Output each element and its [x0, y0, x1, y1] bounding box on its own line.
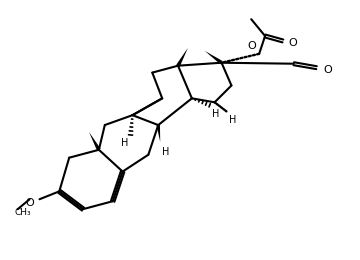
Text: O: O — [323, 65, 332, 75]
Polygon shape — [157, 125, 160, 142]
Text: H: H — [229, 115, 237, 125]
Text: H: H — [212, 109, 219, 119]
Text: H: H — [162, 147, 170, 157]
Polygon shape — [89, 132, 100, 151]
Polygon shape — [205, 51, 223, 64]
Text: O: O — [25, 198, 34, 208]
Text: CH₃: CH₃ — [15, 208, 31, 217]
Text: O: O — [247, 41, 256, 51]
Text: H: H — [121, 138, 129, 148]
Polygon shape — [176, 48, 188, 67]
Text: O: O — [289, 38, 298, 48]
